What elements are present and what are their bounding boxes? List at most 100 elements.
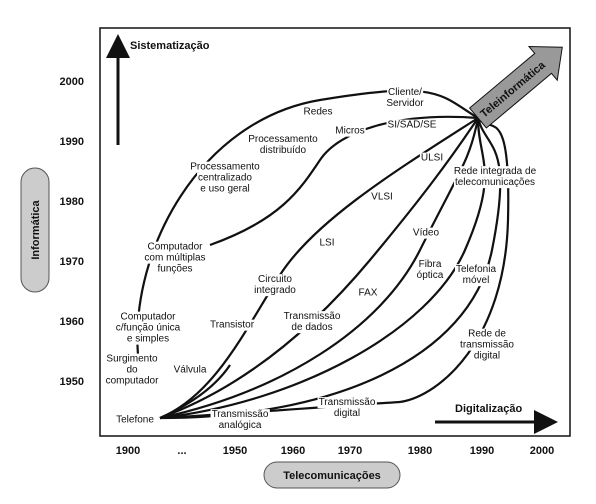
x-tick-label: 2000 (530, 445, 554, 457)
label-bg (172, 364, 208, 376)
label-bg (290, 322, 334, 334)
label-bg (454, 264, 498, 276)
node-label: telecomunicações (455, 177, 535, 188)
label-bg (114, 322, 182, 334)
node-label: integrado (254, 285, 296, 296)
node-label: Telefonia (456, 264, 496, 275)
node-label: Transmissão (212, 409, 269, 420)
x-tick-label: 1990 (470, 445, 494, 457)
y-tick-label: 1960 (60, 316, 84, 328)
label-bg (143, 252, 207, 264)
node-label: Transmissão (284, 311, 341, 322)
x-tick-label: ... (177, 445, 186, 457)
y-tick-label: 1980 (60, 196, 84, 208)
label-bg (419, 152, 445, 164)
y-tick-label: 2000 (60, 76, 84, 88)
node-label: móvel (463, 275, 490, 286)
node-label: LSI (319, 238, 334, 249)
node-label: e simples (127, 334, 169, 345)
y-arrow-label: Sistematização (130, 40, 210, 52)
label-bg (302, 106, 334, 118)
node-label: Micros (335, 126, 364, 137)
x-label: Telecomunicações (283, 470, 381, 482)
label-bg (189, 161, 262, 173)
frame (99, 27, 571, 437)
label-bg (104, 375, 161, 387)
label-bg (105, 353, 160, 365)
node-label: Redes (304, 107, 333, 118)
x-tick-label: 1960 (281, 445, 305, 457)
x-arrow-label: Digitalização (455, 403, 523, 415)
y-tick-label: 1990 (60, 136, 84, 148)
label-bg (119, 311, 178, 323)
label-bg (317, 397, 377, 409)
label-bg (411, 227, 441, 239)
node-label: computador (106, 376, 159, 387)
node-label: Rede de (468, 329, 506, 340)
label-bg (208, 319, 256, 331)
label-bg (386, 119, 438, 131)
node-label: Circuito (258, 274, 292, 285)
node-label: e uso geral (200, 184, 249, 195)
node-label: ULSI (421, 153, 443, 164)
label-bg (417, 259, 443, 271)
label-bg (258, 145, 308, 157)
curves (136, 89, 510, 420)
node-label: Cliente/ (388, 87, 422, 98)
node-label: Telefone (116, 415, 154, 426)
x-tick-label: 1950 (223, 445, 247, 457)
label-bg (334, 125, 366, 137)
label-bg (357, 287, 379, 299)
node-label: Transistor (210, 320, 255, 331)
node-label: funções (157, 264, 192, 275)
label-bg (210, 409, 270, 421)
node-label: Processamento (190, 162, 260, 173)
node-label: VLSI (371, 192, 393, 203)
label-bg (282, 311, 342, 323)
label-bg (467, 328, 508, 340)
label-bg (452, 166, 538, 178)
label-bg (332, 408, 362, 420)
y-label: Informática (30, 199, 42, 259)
node-label: transmissão (460, 340, 514, 351)
node-label: digital (474, 351, 500, 362)
node-label: c/função única (116, 323, 181, 334)
label-bg (125, 333, 171, 345)
node-label: Válvula (174, 365, 207, 376)
label-bg (197, 172, 254, 184)
label-bg (370, 191, 394, 203)
x-label-pill: Telecomunicações (263, 461, 401, 489)
node-label: Processamento (248, 134, 318, 145)
label-bg (253, 285, 298, 297)
node-label: Surgimento (106, 354, 158, 365)
label-bg (453, 177, 537, 189)
label-bg (472, 350, 502, 362)
x-tick-label: 1970 (338, 445, 362, 457)
y-label-pill: Informática (20, 167, 50, 293)
node-label: Vídeo (413, 228, 440, 239)
label-bg (146, 241, 205, 253)
x-tick-label: 1980 (408, 445, 432, 457)
node-label: Rede integrada de (454, 166, 537, 177)
y-tick-label: 1970 (60, 256, 84, 268)
label-bg (461, 275, 491, 287)
node-label: óptica (417, 270, 444, 281)
label-bg (247, 134, 320, 146)
label-bg (217, 420, 263, 432)
label-bg (156, 263, 194, 275)
label-bg (125, 364, 139, 376)
label-bg (385, 98, 426, 110)
label-bg (459, 339, 516, 351)
label-bg (387, 87, 424, 99)
node-label: Fibra (419, 259, 442, 270)
node-label: centralizado (198, 173, 252, 184)
label-bg (257, 274, 294, 286)
y-tick-label: 1950 (60, 376, 84, 388)
node-label: do (126, 365, 138, 376)
node-label: distribuído (260, 145, 307, 156)
node-label: FAX (359, 288, 378, 299)
corner-label: Teleinformática (478, 59, 548, 120)
node-label: de dados (291, 322, 332, 333)
node-label: Servidor (386, 98, 424, 109)
